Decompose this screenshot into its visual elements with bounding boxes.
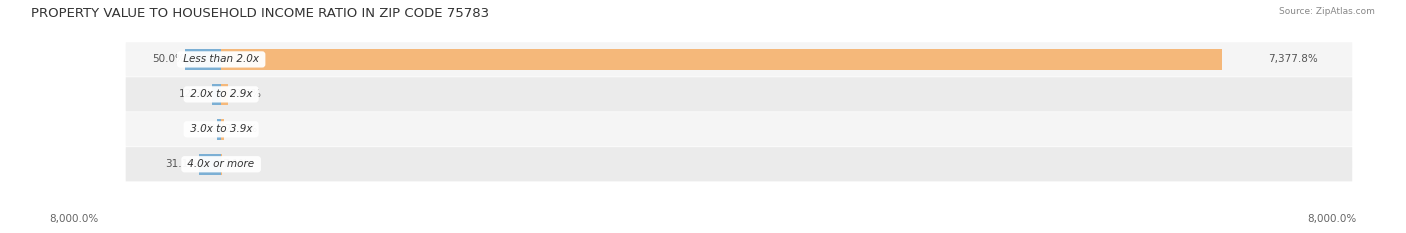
Text: 2.0x to 2.9x: 2.0x to 2.9x <box>187 89 256 99</box>
FancyBboxPatch shape <box>125 112 1353 147</box>
FancyBboxPatch shape <box>125 77 1353 112</box>
Text: 22.2%: 22.2% <box>225 124 257 134</box>
Bar <box>221 84 228 105</box>
FancyBboxPatch shape <box>125 42 1353 76</box>
Text: 7,377.8%: 7,377.8% <box>1268 55 1317 64</box>
Bar <box>221 119 224 140</box>
Text: 50.6%: 50.6% <box>228 89 262 99</box>
Text: 8,000.0%: 8,000.0% <box>1308 214 1357 224</box>
Bar <box>217 119 221 140</box>
Text: Less than 2.0x: Less than 2.0x <box>180 55 263 64</box>
Text: 31.1%: 31.1% <box>166 159 198 169</box>
Text: 8,000.0%: 8,000.0% <box>49 214 98 224</box>
FancyBboxPatch shape <box>125 147 1353 181</box>
Text: 5.8%: 5.8% <box>190 124 217 134</box>
Text: PROPERTY VALUE TO HOUSEHOLD INCOME RATIO IN ZIP CODE 75783: PROPERTY VALUE TO HOUSEHOLD INCOME RATIO… <box>31 7 489 20</box>
Bar <box>198 154 221 175</box>
Text: Source: ZipAtlas.com: Source: ZipAtlas.com <box>1279 7 1375 16</box>
Bar <box>186 49 221 70</box>
Text: 3.0x to 3.9x: 3.0x to 3.9x <box>187 124 256 134</box>
Text: 50.0%: 50.0% <box>152 55 184 64</box>
Bar <box>212 84 221 105</box>
Text: 7.1%: 7.1% <box>222 159 249 169</box>
Text: 4.0x or more: 4.0x or more <box>184 159 257 169</box>
Text: 12.3%: 12.3% <box>179 89 212 99</box>
Bar <box>221 49 1222 70</box>
